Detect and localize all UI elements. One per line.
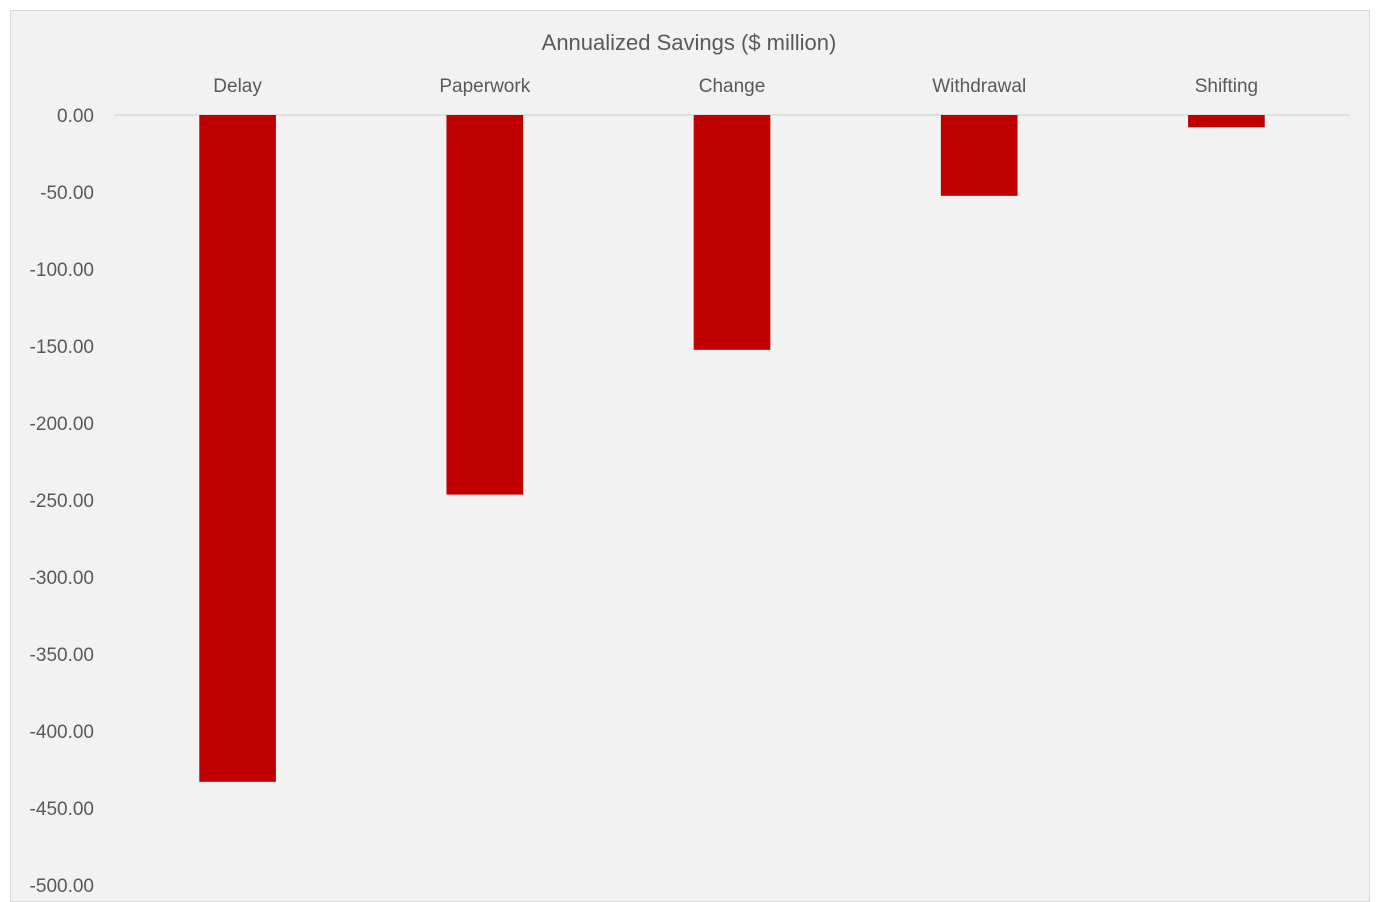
y-tick-label: -200.00: [30, 414, 94, 435]
bar-series: [199, 115, 1265, 782]
y-tick-label: -150.00: [30, 337, 94, 358]
category-label-delay: Delay: [213, 76, 262, 97]
y-tick-label: -400.00: [30, 722, 94, 743]
y-tick-label: -450.00: [30, 799, 94, 820]
category-label-paperwork: Paperwork: [439, 76, 530, 97]
y-tick-label: 0.00: [57, 106, 94, 127]
bar-delay: [199, 115, 276, 782]
bar-shifting: [1188, 115, 1265, 128]
y-tick-label: -50.00: [40, 183, 94, 204]
y-tick-label: -300.00: [30, 568, 94, 589]
y-tick-label: -250.00: [30, 491, 94, 512]
chart-title: Annualized Savings ($ million): [542, 30, 837, 55]
bar-change: [693, 115, 771, 350]
value-axis: 0.00 -50.00 -100.00 -150.00 -200.00 -250.00 -3…: [30, 106, 94, 897]
category-labels: Delay Paperwork Change Withdrawal Shifting: [213, 76, 1258, 97]
bar-paperwork: [446, 115, 524, 495]
y-tick-label: -100.00: [30, 260, 94, 281]
category-label-shifting: Shifting: [1195, 76, 1258, 97]
category-label-change: Change: [699, 76, 766, 97]
y-tick-label: -500.00: [30, 876, 94, 897]
category-label-withdrawal: Withdrawal: [932, 76, 1026, 97]
bar-withdrawal: [940, 115, 1018, 196]
y-tick-label: -350.00: [30, 645, 94, 666]
